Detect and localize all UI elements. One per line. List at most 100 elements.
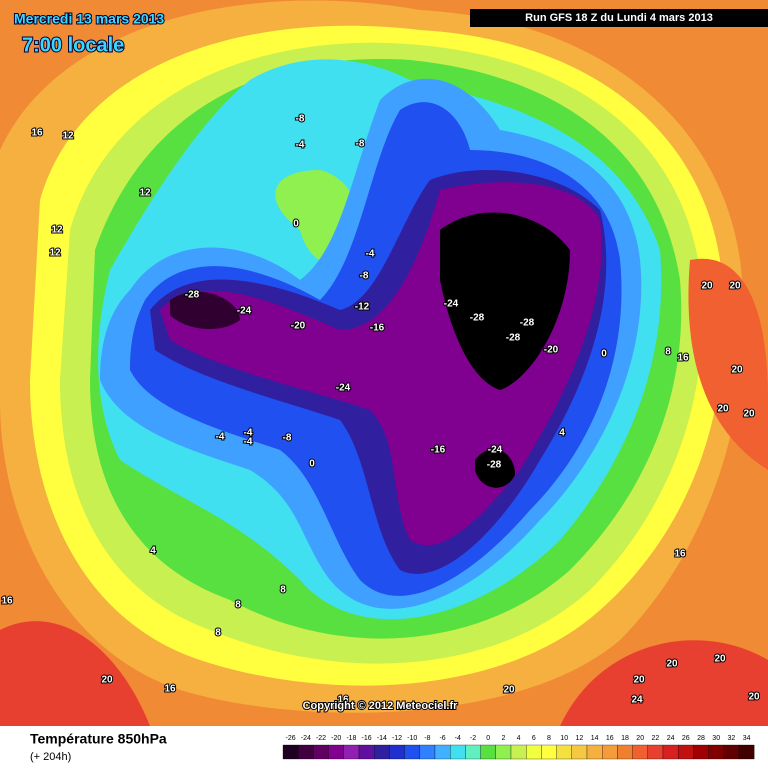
contour-label: -24 [444, 299, 459, 310]
scale-swatch [647, 744, 664, 760]
scale-swatch [358, 744, 375, 760]
contour-label: 0 [601, 349, 607, 360]
contour-label: -4 [216, 432, 225, 443]
scale-swatch [738, 744, 755, 760]
scale-swatch [465, 744, 481, 760]
run-box [470, 9, 768, 27]
contour-label: 20 [701, 281, 713, 292]
contour-label: 20 [743, 409, 755, 420]
band [0, 621, 150, 726]
scale-swatch [708, 744, 724, 760]
temperature-map [0, 0, 768, 726]
band [688, 258, 768, 470]
scale-label: 30 [712, 735, 720, 742]
contour-label: 16 [1, 596, 13, 607]
scale-swatch [374, 744, 390, 760]
contour-label: 4 [559, 428, 565, 439]
contour-label: -16 [431, 445, 446, 456]
scale-swatch [617, 744, 633, 760]
contour-label: -20 [291, 321, 306, 332]
scale-swatch [328, 744, 344, 760]
contour-label: 16 [674, 549, 686, 560]
contour-label: 16 [164, 684, 176, 695]
band [560, 640, 768, 726]
contour-label: 4 [150, 546, 156, 557]
core [170, 291, 240, 330]
contour-label: 20 [633, 675, 645, 686]
scale-label: -18 [346, 735, 356, 742]
contour-label: 20 [666, 659, 678, 670]
scale-label: -16 [362, 735, 372, 742]
contour-label: 16 [31, 128, 43, 139]
scale-label: 12 [576, 735, 584, 742]
contour-label: 8 [280, 585, 286, 596]
contour-label: 12 [51, 225, 63, 236]
scale-label: 14 [591, 735, 599, 742]
contour-label: -28 [506, 333, 521, 344]
contour-label: 12 [49, 248, 61, 259]
scale-swatch [526, 744, 542, 760]
contour-label: 20 [731, 365, 743, 376]
scale-label: 2 [501, 735, 505, 742]
scale-label: 26 [682, 735, 690, 742]
scale-swatch [556, 744, 572, 760]
contour-label: 8 [235, 600, 241, 611]
scale-swatch [313, 744, 329, 760]
scale-swatch [678, 744, 694, 760]
contour-label: 0 [293, 219, 299, 230]
scale-label: 20 [636, 735, 644, 742]
contour-label: -8 [283, 433, 292, 444]
contour-label: -4 [366, 249, 375, 260]
scale-label: 18 [621, 735, 629, 742]
scale-swatch [571, 744, 588, 760]
scale-label: -2 [470, 735, 476, 742]
contour-label: 16 [337, 695, 349, 706]
scale-label: -20 [331, 735, 341, 742]
contour-label: 20 [748, 692, 760, 703]
contour-label: 20 [729, 281, 741, 292]
scale-label: -12 [392, 735, 402, 742]
scale-label: -10 [407, 735, 417, 742]
scale-label: 22 [652, 735, 660, 742]
scale-swatch [480, 744, 496, 760]
scale-swatch [541, 744, 557, 760]
scale-label: 6 [532, 735, 536, 742]
contour-label: -16 [370, 323, 385, 334]
contour-label: -28 [470, 313, 485, 324]
contour-label: 20 [717, 404, 729, 415]
footer-title: Température 850hPa [30, 731, 167, 747]
scale-label: -26 [286, 735, 296, 742]
scale-label: -6 [439, 735, 445, 742]
scale-swatch [693, 744, 709, 760]
contour-label: -8 [356, 139, 365, 150]
contour-label: 20 [101, 675, 113, 686]
scale-label: 34 [743, 735, 751, 742]
scale-label: 10 [560, 735, 568, 742]
contour-label: 12 [139, 188, 151, 199]
footer-lead: (+ 204h) [30, 751, 71, 763]
scale-swatch [632, 744, 648, 760]
contour-label: -4 [296, 140, 305, 151]
color-scale: -26 -24 -22 -20 -18 -16 -14 -12 -10 -8 -6 -4 -2 0 2 4 6 8… [282, 735, 755, 760]
contour-label: -28 [487, 460, 502, 471]
core [440, 212, 570, 390]
time: 7:00 locale [22, 34, 124, 56]
contour-label: 16 [677, 353, 689, 364]
scale-swatch [602, 744, 618, 760]
scale-label: -24 [301, 735, 311, 742]
scale-swatch [282, 744, 299, 760]
contour-label: 20 [503, 685, 515, 696]
contour-label: -12 [355, 302, 370, 313]
contour-label: -28 [185, 290, 200, 301]
core [475, 449, 515, 488]
run-text: Run GFS 18 Z du Lundi 4 mars 2013 [525, 12, 713, 24]
scale-swatch [298, 744, 314, 760]
scale-label: 8 [547, 735, 551, 742]
contour-label: 24 [631, 695, 643, 706]
scale-swatch [404, 744, 420, 760]
scale-swatch [343, 744, 360, 760]
contour-label: -24 [336, 383, 351, 394]
contour-label: 8 [215, 628, 221, 639]
